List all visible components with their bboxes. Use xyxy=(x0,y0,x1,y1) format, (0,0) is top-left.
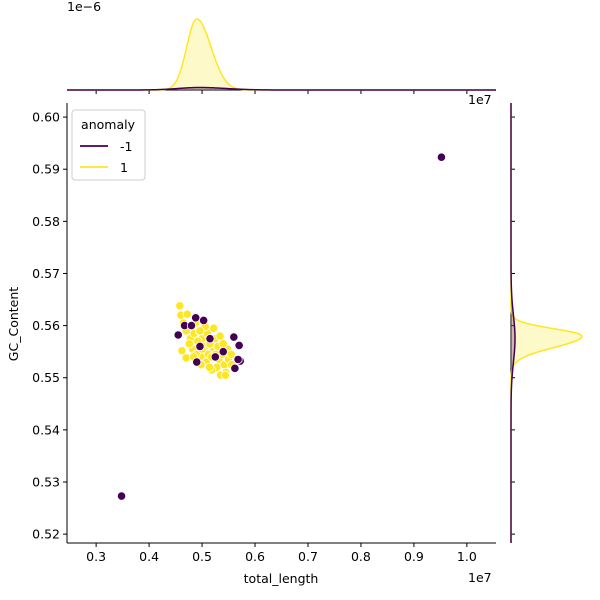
main-axes xyxy=(66,103,496,544)
scatter-point xyxy=(229,332,239,342)
scatter-point xyxy=(195,341,205,352)
top-offset-text: 1e−6 xyxy=(67,0,101,14)
legend-label-neg1: -1 xyxy=(120,139,132,154)
y-tick-label: 0.60 xyxy=(32,110,60,125)
scatter-point xyxy=(204,362,215,372)
x-tick-label: 0.7 xyxy=(298,549,318,564)
right-kde-fill-neg1 xyxy=(511,103,515,543)
right-kde-line-neg1 xyxy=(510,103,516,543)
scatter-point xyxy=(218,339,228,349)
y-axis-ticks: 0.52 0.53 0.54 0.55 0.56 0.57 0.58 0.59 0.60 xyxy=(32,110,67,542)
x-tick-label: 0.5 xyxy=(192,549,212,564)
x-tick: 0.9 xyxy=(404,543,424,564)
scatter-point xyxy=(205,334,215,344)
y-tick-label: 0.58 xyxy=(32,214,60,229)
y-tick-label: 0.53 xyxy=(32,475,60,490)
y-tick: 0.58 xyxy=(32,214,67,229)
scatter-point xyxy=(215,331,225,341)
y-tick: 0.52 xyxy=(32,527,67,542)
scatter-point xyxy=(210,352,220,362)
scatter-point xyxy=(186,321,197,331)
x-tick-label: 0.6 xyxy=(245,549,265,564)
scatter-point xyxy=(184,339,194,349)
x-offset-text-top: 1e7 xyxy=(468,92,492,107)
right-marginal-kde xyxy=(510,103,583,543)
legend-title: anomaly xyxy=(81,117,136,132)
y-tick: 0.54 xyxy=(32,422,67,437)
scatter-point xyxy=(220,370,230,380)
scatter-point xyxy=(230,363,240,373)
x-offset-text-bottom: 1e7 xyxy=(468,570,492,585)
top-kde-fill-1 xyxy=(67,19,496,90)
right-kde-fill-1 xyxy=(511,103,582,543)
y-tick: 0.57 xyxy=(32,266,67,281)
y-tick-label: 0.52 xyxy=(32,527,60,542)
legend-label-1: 1 xyxy=(120,160,128,175)
scatter-point xyxy=(173,330,183,340)
scatter-point xyxy=(192,357,202,367)
x-tick: 0.6 xyxy=(245,543,265,564)
scatter-point xyxy=(175,301,185,311)
y-tick: 0.56 xyxy=(32,318,67,333)
top-marginal-kde xyxy=(67,18,496,94)
scatter-points xyxy=(116,152,447,501)
x-tick: 0.7 xyxy=(298,543,318,564)
scatter-point xyxy=(191,313,201,323)
y-tick: 0.55 xyxy=(32,370,67,385)
x-tick-label: 0.3 xyxy=(86,549,106,564)
x-tick-label: 1.0 xyxy=(457,549,477,564)
scatter-point xyxy=(234,340,244,351)
scatter-point xyxy=(233,354,243,365)
legend: anomaly -1 1 xyxy=(71,109,146,181)
x-tick-label: 0.4 xyxy=(139,549,159,564)
x-tick-label: 0.9 xyxy=(404,549,424,564)
x-tick: 0.5 xyxy=(192,543,212,564)
x-tick: 1.0 xyxy=(457,543,477,564)
scatter-point xyxy=(218,347,228,357)
y-tick-label: 0.59 xyxy=(32,162,60,177)
y-tick: 0.60 xyxy=(32,110,67,125)
x-axis-label: total_length xyxy=(244,571,319,586)
scatter-point xyxy=(116,491,127,501)
top-kde-line-neg1 xyxy=(67,86,496,91)
scatter-point xyxy=(195,326,205,336)
scatter-point xyxy=(199,315,209,325)
scatter-point xyxy=(177,346,187,356)
top-kde-line-1 xyxy=(67,18,496,91)
y-tick: 0.53 xyxy=(32,475,67,490)
x-axis-ticks: 0.3 0.4 0.5 0.6 0.7 0.8 0.9 1.0 xyxy=(86,543,477,564)
x-tick: 0.4 xyxy=(139,543,159,564)
y-axis-label: GC_Content xyxy=(6,287,21,361)
legend-box xyxy=(71,109,146,181)
y-tick-label: 0.54 xyxy=(32,422,60,437)
x-tick: 0.3 xyxy=(86,543,106,564)
x-tick: 0.8 xyxy=(351,543,371,564)
y-tick-label: 0.57 xyxy=(32,266,60,281)
scatter-point xyxy=(182,309,192,319)
y-tick-label: 0.56 xyxy=(32,318,60,333)
scatter-point xyxy=(209,323,219,333)
y-tick-label: 0.55 xyxy=(32,370,60,385)
scatter-point xyxy=(436,152,447,162)
y-tick: 0.59 xyxy=(32,162,67,177)
x-tick-label: 0.8 xyxy=(351,549,371,564)
